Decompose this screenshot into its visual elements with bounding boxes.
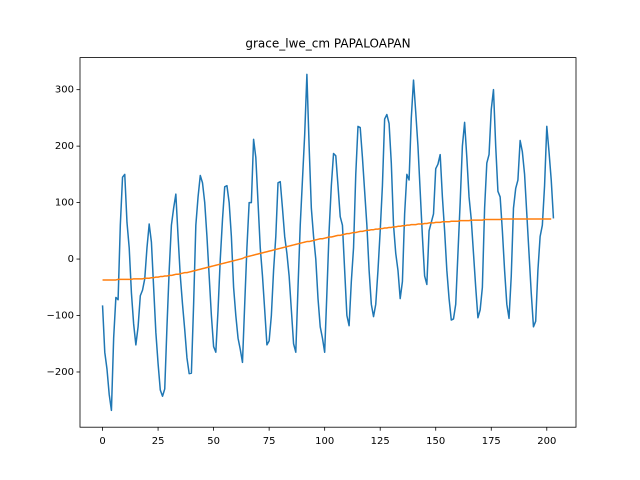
y-tick-label: 200 (55, 141, 74, 152)
data-line (101, 73, 555, 412)
axes-frame (79, 57, 577, 428)
x-tick-label: 175 (482, 436, 501, 447)
y-tick-label: 300 (55, 85, 74, 96)
x-tick-label: 50 (207, 436, 220, 447)
chart-title: grace_lwe_cm PAPALOAPAN (245, 37, 410, 51)
data-line (102, 218, 552, 281)
x-tick-label: 200 (537, 436, 556, 447)
x-tick-label: 150 (426, 436, 445, 447)
y-tick-label: −200 (47, 367, 74, 378)
x-tick-label: 25 (152, 436, 165, 447)
y-tick-label: −100 (47, 311, 74, 322)
y-tick-label: 0 (68, 254, 74, 265)
x-tick-label: 0 (99, 436, 105, 447)
plot-area (101, 73, 555, 412)
x-tick-label: 125 (371, 436, 390, 447)
y-tick-label: 100 (55, 198, 74, 209)
x-tick-label: 100 (315, 436, 334, 447)
x-tick-label: 75 (263, 436, 276, 447)
